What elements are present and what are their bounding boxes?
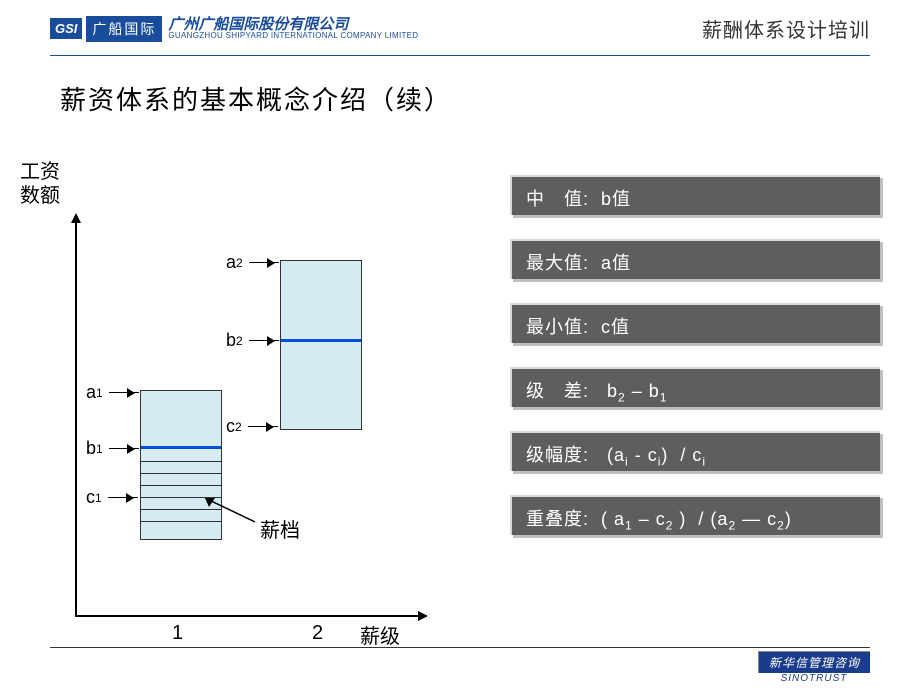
gsi-badge: GSI xyxy=(50,18,82,39)
box2-midline xyxy=(281,339,361,342)
gsi-logo: GSI 广船国际 xyxy=(50,16,162,42)
label-a2: a2 xyxy=(226,252,279,273)
footer-logo: 新华信管理咨询 SINOTRUST xyxy=(758,651,870,684)
company-name: 广州广船国际股份有限公司 GUANGZHOU SHIPYARD INTERNAT… xyxy=(168,17,418,40)
x-tick-1: 1 xyxy=(172,622,183,645)
hatch-line xyxy=(141,485,221,486)
logo-block: GSI 广船国际 广州广船国际股份有限公司 GUANGZHOU SHIPYARD… xyxy=(50,16,418,42)
x-axis-label: 薪级 xyxy=(360,620,400,649)
x-tick-2: 2 xyxy=(312,622,323,645)
header-divider xyxy=(50,55,870,56)
label-b1: b1 xyxy=(86,438,139,459)
footer-brand-en: SINOTRUST xyxy=(781,673,848,684)
company-en: GUANGZHOU SHIPYARD INTERNATIONAL COMPANY… xyxy=(168,32,418,40)
label-b2: b2 xyxy=(226,330,279,351)
info-box-min: 最小值: c值 xyxy=(510,303,880,343)
label-c2: c2 xyxy=(226,416,278,437)
info-box-overlap: 重叠度: ( a1 – c2 ) / (a2 — c2) xyxy=(510,495,880,535)
info-box-median: 中 值: b值 xyxy=(510,175,880,215)
header-subtitle: 薪酬体系设计培训 xyxy=(702,14,870,43)
info-box-range: 级幅度: (ai - ci) / ci xyxy=(510,431,880,471)
hatch-line xyxy=(141,461,221,462)
y-label-line2: 数额 xyxy=(20,185,60,207)
y-axis xyxy=(75,216,77,616)
salary-box-2 xyxy=(280,260,362,430)
hatch-line xyxy=(141,473,221,474)
company-cn: 广州广船国际股份有限公司 xyxy=(168,17,418,32)
salary-diagram: 工资 数额 a1 b1 c1 a2 b2 c2 薪档 1 2 xyxy=(20,160,460,630)
box1-midline xyxy=(141,446,221,449)
y-label-line1: 工资 xyxy=(20,161,60,183)
info-box-max: 最大值: a值 xyxy=(510,239,880,279)
footer-brand-cn: 新华信管理咨询 xyxy=(758,651,870,673)
gsi-cn: 广船国际 xyxy=(86,16,162,42)
x-axis xyxy=(75,615,425,617)
y-axis-label: 工资 数额 xyxy=(20,160,60,208)
slide-title: 薪资体系的基本概念介绍（续） xyxy=(60,80,452,117)
label-a1: a1 xyxy=(86,382,139,403)
info-box-diff: 级 差: b2 – b1 xyxy=(510,367,880,407)
slide-header: GSI 广船国际 广州广船国际股份有限公司 GUANGZHOU SHIPYARD… xyxy=(50,14,870,43)
annot-label: 薪档 xyxy=(260,514,300,543)
footer-divider xyxy=(50,647,870,648)
info-list: 中 值: b值 最大值: a值 最小值: c值 级 差: b2 – b1 级幅度… xyxy=(510,175,880,535)
label-c1: c1 xyxy=(86,487,138,508)
